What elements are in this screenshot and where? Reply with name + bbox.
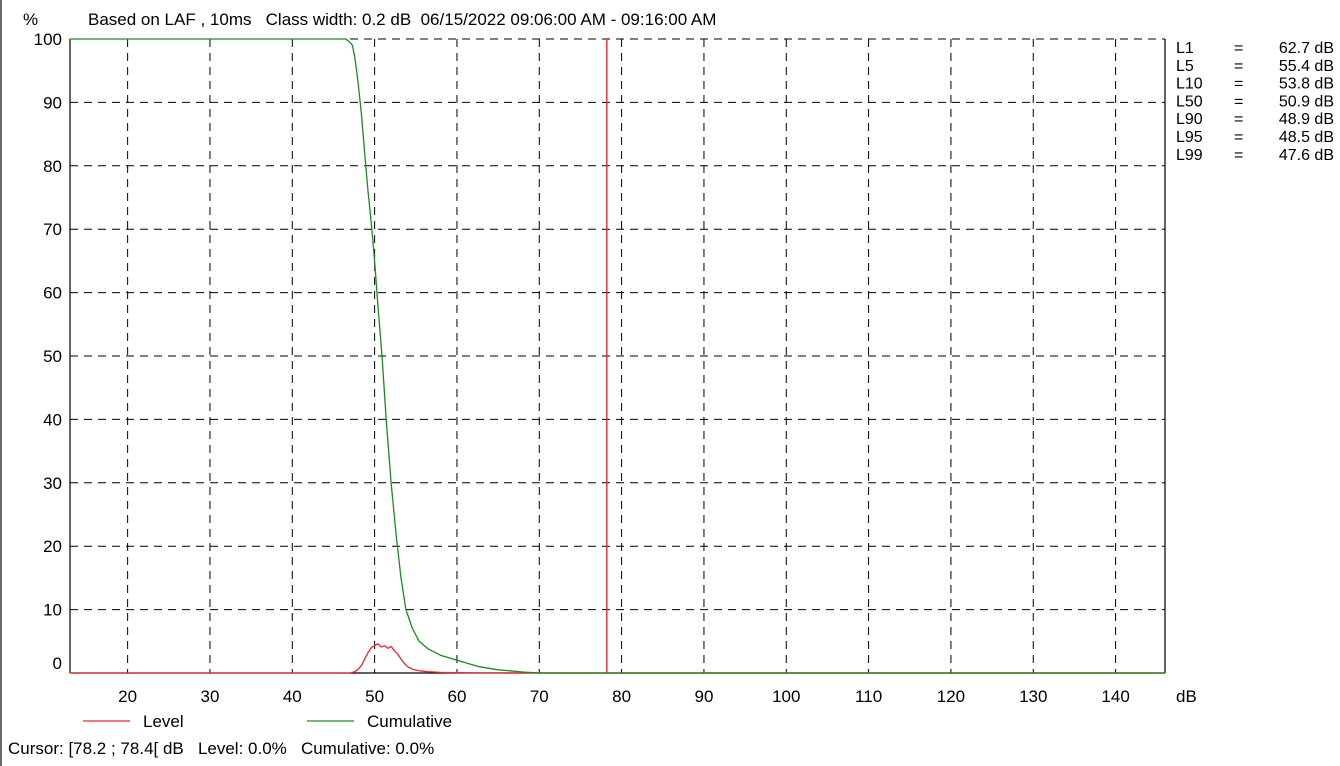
legend: Level Cumulative bbox=[83, 712, 452, 731]
stat-equals: = bbox=[1234, 58, 1243, 75]
stat-label: L99 bbox=[1176, 147, 1203, 164]
level-readout: Level: 0.0% bbox=[197, 739, 287, 758]
stat-value: 48.5 dB bbox=[1279, 129, 1334, 146]
stat-equals: = bbox=[1234, 147, 1243, 164]
stat-equals: = bbox=[1234, 76, 1243, 93]
x-tick-label: 100 bbox=[772, 687, 800, 706]
legend-cumulative-label: Cumulative bbox=[367, 712, 452, 731]
y-tick-label: 90 bbox=[43, 93, 62, 112]
stat-value: 47.6 dB bbox=[1279, 147, 1334, 164]
stat-value: 50.9 dB bbox=[1279, 93, 1334, 110]
y-tick-label: 50 bbox=[43, 347, 62, 366]
stat-label: L50 bbox=[1176, 93, 1203, 110]
stat-label: L5 bbox=[1176, 58, 1194, 75]
x-tick-label: 130 bbox=[1019, 687, 1047, 706]
y-tick-label: 80 bbox=[43, 157, 62, 176]
y-tick-label: 30 bbox=[43, 474, 62, 493]
stat-value: 53.8 dB bbox=[1279, 76, 1334, 93]
y-tick-label: 0 bbox=[53, 654, 62, 673]
series-layer bbox=[70, 38, 1165, 674]
stat-label: L10 bbox=[1176, 76, 1203, 93]
stat-value: 62.7 dB bbox=[1279, 40, 1334, 57]
y-tick-label: 70 bbox=[43, 220, 62, 239]
stat-label: L95 bbox=[1176, 129, 1203, 146]
x-tick-label: 20 bbox=[118, 687, 137, 706]
stat-label: L1 bbox=[1176, 40, 1194, 57]
labels-layer: 20 30 40 50 60 70 80 90 100 110 120 130 140 0 10 20 30 40… bbox=[34, 30, 1130, 706]
series-line-level bbox=[70, 643, 1165, 674]
x-tick-label: 110 bbox=[855, 687, 882, 706]
grid-layer bbox=[70, 38, 1165, 673]
x-unit-label: dB bbox=[1176, 687, 1197, 706]
x-tick-label: 40 bbox=[283, 687, 302, 706]
x-tick-label: 90 bbox=[694, 687, 713, 706]
y-tick-label: 60 bbox=[43, 284, 62, 303]
window-left-border bbox=[0, 0, 2, 766]
x-tick-label: 80 bbox=[612, 687, 631, 706]
legend-level-label: Level bbox=[143, 712, 184, 731]
x-tick-label: 140 bbox=[1101, 687, 1129, 706]
stat-equals: = bbox=[1234, 93, 1243, 110]
x-tick-label: 50 bbox=[365, 687, 384, 706]
status-bar: Cursor: [78.2 ; 78.4[ dB Level: 0.0% Cum… bbox=[8, 739, 434, 759]
cumulative-readout: Cumulative: 0.0% bbox=[300, 739, 435, 758]
x-tick-label: 70 bbox=[530, 687, 549, 706]
x-tick-label: 30 bbox=[201, 687, 220, 706]
y-tick-label: 10 bbox=[43, 601, 62, 620]
stat-value: 55.4 dB bbox=[1279, 58, 1334, 75]
stat-label: L90 bbox=[1176, 111, 1203, 128]
x-tick-label: 60 bbox=[447, 687, 466, 706]
statistics-panel: L1 = 62.7 dB L5 = 55.4 dB L10 = 53.8 dB L50 = 50.9 … bbox=[1176, 40, 1334, 164]
stat-equals: = bbox=[1234, 129, 1243, 146]
chart-title: Based on LAF , 10ms Class width: 0.2 dB … bbox=[88, 10, 716, 29]
y-tick-label: 20 bbox=[43, 537, 62, 556]
x-tick-label: 120 bbox=[937, 687, 965, 706]
y-tick-label: 100 bbox=[34, 30, 62, 49]
y-unit-label: % bbox=[23, 10, 38, 29]
stat-value: 48.9 dB bbox=[1279, 111, 1334, 128]
y-tick-label: 40 bbox=[43, 410, 62, 429]
stat-equals: = bbox=[1234, 40, 1243, 57]
cursor-readout: Cursor: [78.2 ; 78.4[ dB bbox=[8, 739, 184, 758]
stat-equals: = bbox=[1234, 111, 1243, 128]
series-line-cumulative bbox=[70, 38, 1165, 674]
